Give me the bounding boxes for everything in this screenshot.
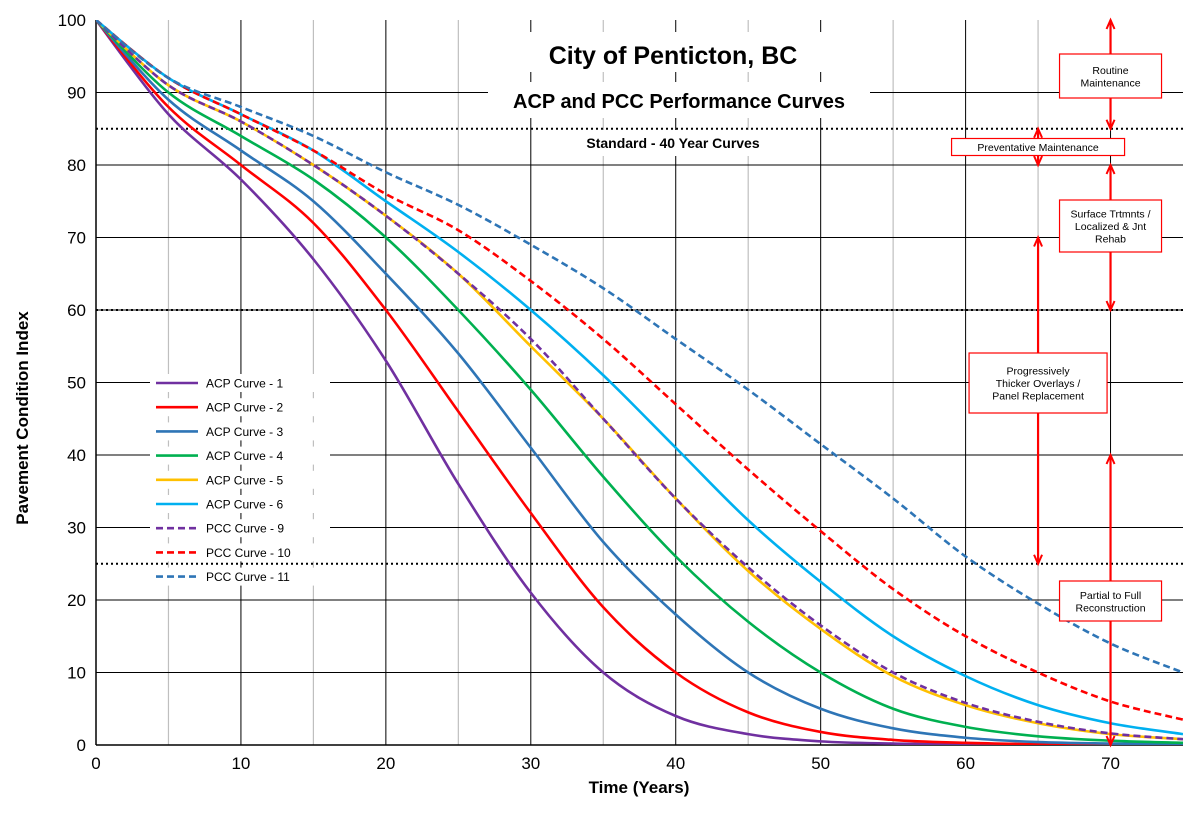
routine-text: Maintenance xyxy=(1080,77,1140,89)
routine-arrow-head-down xyxy=(1105,119,1116,132)
progressive-box xyxy=(968,352,1108,414)
partial-text: Partial to Full xyxy=(1080,590,1141,602)
partial-box xyxy=(1058,580,1163,622)
routine-box xyxy=(1058,53,1163,99)
routine-arrow-head-up xyxy=(1105,17,1116,30)
y-tick-label: 50 xyxy=(67,374,86,393)
legend-bg xyxy=(150,422,330,441)
legend-bg xyxy=(150,470,330,489)
series-line-4 xyxy=(96,20,1183,745)
legend-bg xyxy=(150,398,330,417)
x-tick-label: 30 xyxy=(521,754,540,773)
y-tick-label: 0 xyxy=(77,736,86,755)
surface-arrow-head-up xyxy=(1105,162,1116,175)
routine-text: Routine xyxy=(1092,65,1128,77)
legend-label: ACP Curve - 6 xyxy=(206,498,283,512)
subtitle2-box xyxy=(548,130,798,156)
y-tick-label: 90 xyxy=(67,84,86,103)
chart-title: City of Penticton, BC xyxy=(549,42,798,70)
legend-bg xyxy=(150,567,330,586)
x-axis-label: Time (Years) xyxy=(589,778,690,797)
title-box xyxy=(515,32,831,72)
legend-label: ACP Curve - 2 xyxy=(206,401,283,415)
y-tick-label: 30 xyxy=(67,519,86,538)
legend: ACP Curve - 1 ACP Curve - 2 ACP Curve - 3 A… xyxy=(150,374,330,586)
x-tick-label: 20 xyxy=(376,754,395,773)
surface-text: Rehab xyxy=(1095,234,1126,246)
preventative-text: Preventative Maintenance xyxy=(977,142,1099,154)
x-tick-label: 40 xyxy=(666,754,685,773)
legend-bg xyxy=(150,543,330,562)
legend-label: PCC Curve - 11 xyxy=(206,570,290,584)
chart-subtitle-2: Standard - 40 Year Curves xyxy=(586,135,759,151)
x-tick-label: 70 xyxy=(1101,754,1120,773)
title-block: City of Penticton, BC ACP and PCC Perfor… xyxy=(488,32,870,156)
y-tick-label: 60 xyxy=(67,301,86,320)
legend-bg xyxy=(150,374,330,392)
legend-label: ACP Curve - 3 xyxy=(206,425,283,439)
legend-bg xyxy=(150,495,330,513)
surface-text: Surface Trtmnts / xyxy=(1071,209,1151,221)
progressive-arrow-head-down xyxy=(1033,554,1043,567)
legend-bg xyxy=(150,446,330,465)
x-tick-label: 0 xyxy=(91,754,100,773)
x-tick-label: 50 xyxy=(811,754,830,773)
partial-arrow-head-up xyxy=(1105,452,1116,465)
x-tick-label: 60 xyxy=(956,754,975,773)
legend-label: ACP Curve - 5 xyxy=(206,473,283,487)
series-line-9 xyxy=(96,20,1183,674)
partial-text: Reconstruction xyxy=(1076,602,1146,614)
legend-bg xyxy=(150,519,330,538)
preventative-arrow-head-up xyxy=(1033,126,1043,139)
y-tick-label: 40 xyxy=(67,446,86,465)
y-tick-label: 80 xyxy=(67,156,86,175)
series-line-3 xyxy=(96,20,1183,745)
series-layer xyxy=(96,20,1183,745)
y-tick-label: 10 xyxy=(67,664,86,683)
partial-arrow-head-down xyxy=(1105,735,1116,748)
preventative-box xyxy=(950,137,1126,157)
progressive-text: Panel Replacement xyxy=(992,391,1084,403)
chart-subtitle: ACP and PCC Performance Curves xyxy=(513,91,845,113)
y-tick-label: 100 xyxy=(58,11,86,30)
legend-label: ACP Curve - 4 xyxy=(206,449,283,463)
legend-label: ACP Curve - 1 xyxy=(206,377,283,391)
surface-box xyxy=(1058,199,1163,253)
series-line-8 xyxy=(96,20,1183,721)
progressive-text: Progressively xyxy=(1007,366,1071,378)
threshold-layer xyxy=(96,127,1183,565)
series-line-7 xyxy=(96,20,1183,741)
progressive-arrow-head-up xyxy=(1033,235,1043,247)
y-tick-label: 20 xyxy=(67,591,86,610)
y-axis-label: Pavement Condition Index xyxy=(13,311,32,525)
surface-text: Localized & Jnt xyxy=(1075,221,1146,233)
x-tick-label: 10 xyxy=(231,754,250,773)
surface-arrow-head-down xyxy=(1105,300,1116,313)
series-line-2 xyxy=(96,20,1183,745)
progressive-text: Thicker Overlays / xyxy=(996,378,1081,390)
legend-label: PCC Curve - 9 xyxy=(206,522,284,536)
subtitle-box xyxy=(488,82,870,118)
y-tick-label: 70 xyxy=(67,229,86,248)
preventative-arrow-head-down xyxy=(1033,155,1043,168)
legend-label: PCC Curve - 10 xyxy=(206,546,291,560)
